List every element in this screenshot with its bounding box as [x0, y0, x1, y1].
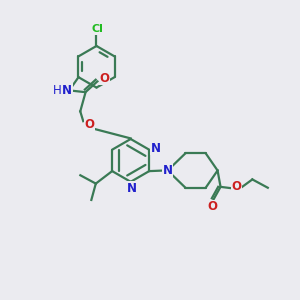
Text: H: H	[53, 84, 62, 97]
Text: O: O	[100, 72, 110, 85]
Text: O: O	[232, 180, 242, 194]
Text: Cl: Cl	[91, 24, 103, 34]
Text: N: N	[151, 142, 161, 155]
Text: N: N	[163, 164, 172, 177]
Text: N: N	[62, 84, 72, 97]
Text: O: O	[208, 200, 218, 213]
Text: O: O	[84, 118, 94, 130]
Text: N: N	[127, 182, 137, 195]
